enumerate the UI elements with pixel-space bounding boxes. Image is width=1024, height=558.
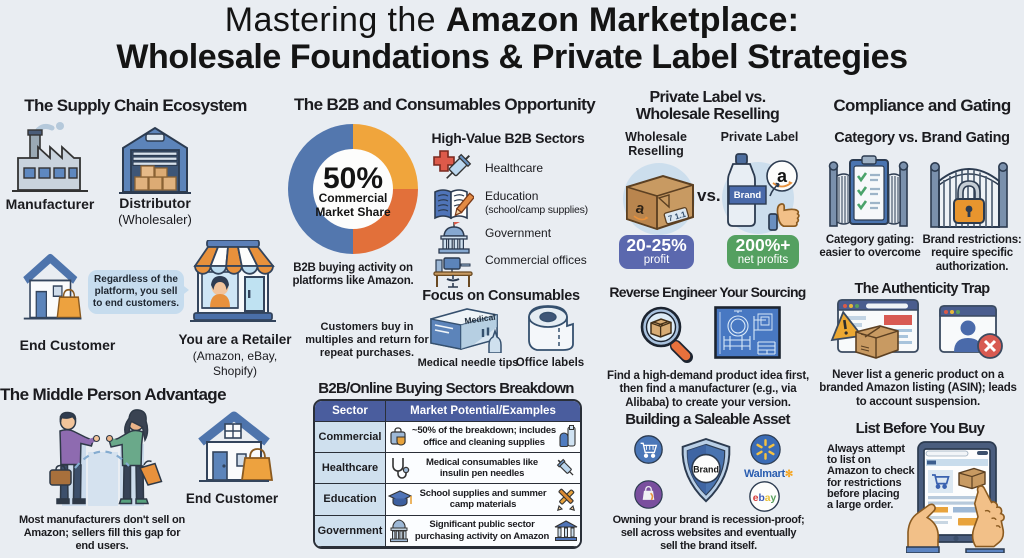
svg-text:Commercial: Commercial bbox=[319, 191, 388, 205]
svg-text:Market Share: Market Share bbox=[315, 205, 391, 219]
svg-text:ebay: ebay bbox=[753, 493, 777, 504]
svg-text:50%: 50% bbox=[323, 162, 383, 195]
svg-text:Medical: Medical bbox=[464, 312, 496, 326]
svg-text:a: a bbox=[777, 166, 788, 186]
svg-text:Brand: Brand bbox=[693, 464, 719, 474]
svg-text:Brand: Brand bbox=[734, 190, 762, 201]
